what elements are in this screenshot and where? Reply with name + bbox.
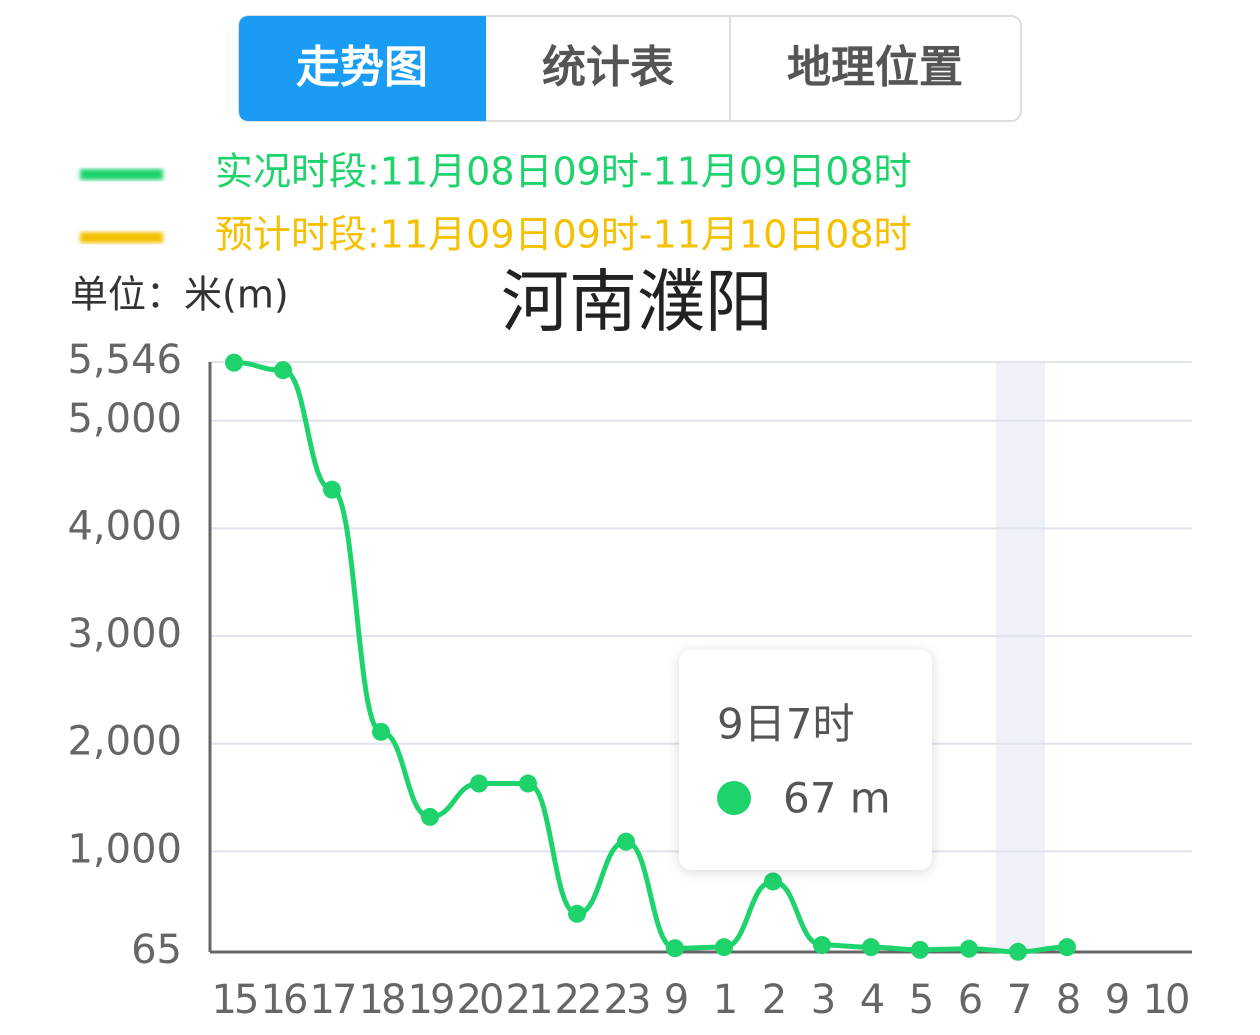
legend-label: 预计时段:11月09日09时-11月10日08时	[215, 213, 912, 257]
x-tick-label: 6	[958, 977, 981, 1023]
x-tick-label: 9	[1105, 977, 1128, 1023]
tooltip-title: 9日7时	[717, 700, 854, 749]
legend-label: 实况时段:11月08日09时-11月09日08时	[215, 150, 912, 194]
tab-active-bg	[239, 16, 486, 121]
tab[interactable]: 地理位置	[787, 42, 963, 93]
data-point	[715, 938, 733, 957]
data-point	[960, 939, 978, 958]
data-point	[1058, 938, 1076, 957]
data-point	[519, 774, 537, 793]
data-point	[666, 939, 684, 958]
data-point	[862, 938, 880, 957]
data-point	[617, 832, 635, 851]
y-tick-label: 1,000	[67, 826, 182, 872]
data-point	[470, 774, 488, 793]
x-tick-label: 4	[860, 977, 884, 1023]
x-tick-label: 2	[762, 977, 784, 1023]
y-tick-label: 3,000	[67, 611, 182, 657]
x-tick-label: 3	[811, 977, 834, 1023]
x-tick-label: 5	[909, 977, 931, 1023]
unit-label: 单位：米(m)	[70, 273, 289, 317]
data-point	[323, 480, 341, 499]
x-tick-label: 16	[261, 977, 306, 1023]
x-tick-label: 18	[359, 977, 404, 1023]
series-line	[233, 360, 1068, 955]
legend-swatch	[80, 169, 163, 180]
tab[interactable]: 走势图	[296, 42, 428, 93]
y-tick-label: 5,000	[67, 396, 182, 442]
x-tick-label: 9	[664, 977, 687, 1023]
data-point	[813, 936, 831, 955]
x-tick-label: 19	[408, 977, 453, 1023]
tooltip-text: 67 m	[783, 774, 891, 823]
x-tick-label: 7	[1007, 977, 1030, 1023]
x-tick-label: 10	[1143, 977, 1188, 1023]
y-tick-label: 65	[131, 927, 182, 973]
tooltip-box	[679, 650, 932, 870]
y-tick-label: 4,000	[67, 503, 182, 549]
data-point	[1009, 942, 1027, 961]
data-point	[568, 904, 586, 923]
chart-title: 河南濮阳	[501, 264, 773, 343]
x-tick-label: 21	[506, 977, 551, 1023]
tab[interactable]: 统计表	[542, 42, 674, 93]
data-point	[764, 872, 782, 891]
x-tick-label: 8	[1056, 977, 1079, 1023]
x-tick-label: 17	[310, 977, 355, 1023]
x-tick-label: 22	[555, 977, 600, 1023]
data-point	[911, 940, 929, 959]
x-tick-label: 15	[212, 977, 257, 1023]
data-point	[421, 807, 439, 826]
x-tick-label: 23	[604, 977, 649, 1023]
y-tick-label: 5,546	[67, 337, 182, 383]
x-tick-label: 20	[457, 977, 502, 1023]
data-point	[372, 722, 390, 741]
data-point	[274, 361, 292, 380]
tooltip: 9日7时 67 m	[679, 650, 932, 870]
legend: 实况时段:11月08日09时-11月09日08时预计时段:11月09日09时-1…	[80, 150, 912, 257]
tooltip-dot	[717, 781, 751, 815]
highlight-band	[996, 362, 1045, 952]
data-point	[225, 353, 243, 372]
legend-swatch	[80, 232, 163, 243]
x-tick-label: 1	[713, 977, 735, 1023]
y-tick-label: 2,000	[67, 719, 182, 765]
